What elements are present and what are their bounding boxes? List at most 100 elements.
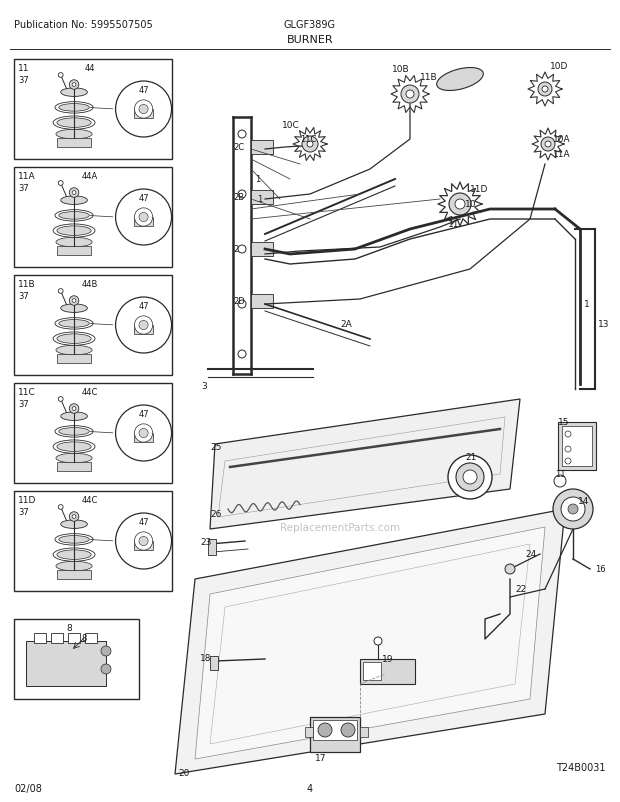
Bar	[57, 139, 91, 148]
Ellipse shape	[59, 213, 89, 220]
Text: 11: 11	[18, 64, 30, 73]
Ellipse shape	[53, 225, 95, 238]
Bar	[210, 656, 218, 670]
Bar	[34, 634, 46, 643]
Circle shape	[135, 533, 153, 550]
Text: 10: 10	[465, 200, 477, 209]
Circle shape	[58, 290, 63, 294]
Bar	[208, 539, 216, 555]
Circle shape	[565, 447, 571, 452]
Circle shape	[139, 537, 148, 546]
Text: 17: 17	[315, 753, 327, 762]
Circle shape	[69, 512, 79, 521]
Text: 37: 37	[18, 76, 29, 85]
Circle shape	[455, 200, 465, 210]
Text: 2A: 2A	[340, 320, 352, 329]
Bar	[310, 717, 360, 752]
Circle shape	[541, 138, 555, 152]
Circle shape	[72, 192, 76, 195]
Ellipse shape	[56, 346, 92, 355]
Bar	[57, 462, 91, 472]
Ellipse shape	[53, 549, 95, 561]
Text: 37: 37	[18, 184, 29, 192]
Text: 02/08: 02/08	[14, 783, 42, 793]
Circle shape	[238, 131, 246, 139]
Text: 11D: 11D	[470, 184, 489, 194]
Circle shape	[553, 489, 593, 529]
Bar	[14, 383, 172, 484]
Ellipse shape	[61, 412, 87, 421]
Polygon shape	[175, 509, 565, 774]
Bar	[313, 720, 357, 740]
Ellipse shape	[59, 536, 89, 544]
Text: 11A: 11A	[18, 172, 35, 180]
Bar	[135, 433, 153, 443]
Text: 37: 37	[18, 292, 29, 301]
Text: 37: 37	[18, 508, 29, 516]
Text: 2C: 2C	[233, 144, 244, 152]
Ellipse shape	[55, 210, 93, 222]
Text: 11: 11	[448, 220, 459, 229]
Circle shape	[406, 91, 414, 99]
Circle shape	[58, 74, 63, 79]
Bar	[14, 168, 172, 268]
Text: 47: 47	[138, 517, 149, 526]
Text: GLGF389G: GLGF389G	[284, 20, 336, 30]
Bar	[57, 246, 91, 256]
Circle shape	[538, 83, 552, 97]
Text: 1: 1	[255, 175, 260, 184]
Text: 47: 47	[138, 86, 149, 95]
Text: 44A: 44A	[82, 172, 98, 180]
Bar	[558, 423, 596, 471]
Bar	[57, 354, 91, 364]
Text: 11C: 11C	[300, 135, 316, 144]
Bar	[135, 326, 153, 334]
Text: 2B: 2B	[233, 193, 244, 202]
Circle shape	[58, 397, 63, 402]
Circle shape	[554, 476, 566, 488]
Circle shape	[58, 505, 63, 510]
Circle shape	[139, 321, 148, 330]
Ellipse shape	[55, 426, 93, 438]
Circle shape	[72, 407, 76, 411]
Ellipse shape	[59, 428, 89, 435]
Circle shape	[72, 299, 76, 303]
Text: T24B0031: T24B0031	[557, 762, 606, 772]
Text: 15: 15	[558, 418, 570, 427]
Text: 10B: 10B	[392, 65, 410, 74]
Text: 10C: 10C	[282, 121, 299, 130]
Text: 11: 11	[555, 469, 565, 479]
Ellipse shape	[55, 103, 93, 114]
Bar	[14, 619, 139, 699]
Ellipse shape	[55, 534, 93, 545]
Circle shape	[463, 471, 477, 484]
Bar	[360, 727, 368, 737]
Ellipse shape	[436, 68, 484, 91]
Circle shape	[135, 424, 153, 443]
Bar	[360, 659, 415, 684]
Bar	[135, 110, 153, 119]
Circle shape	[505, 565, 515, 574]
Text: 37: 37	[18, 399, 29, 408]
Text: 24: 24	[525, 549, 536, 558]
Bar	[14, 276, 172, 375]
Bar	[85, 634, 97, 643]
Ellipse shape	[53, 440, 95, 454]
Circle shape	[238, 191, 246, 199]
Ellipse shape	[56, 130, 92, 140]
Ellipse shape	[57, 119, 91, 128]
Text: 47: 47	[138, 410, 149, 419]
Text: 20: 20	[178, 768, 189, 777]
Text: 23: 23	[200, 537, 211, 546]
Text: 1: 1	[257, 195, 262, 204]
Text: 2D: 2D	[233, 297, 245, 306]
Bar	[68, 634, 80, 643]
Circle shape	[69, 404, 79, 414]
Text: 13: 13	[598, 320, 609, 329]
Circle shape	[139, 429, 148, 438]
Ellipse shape	[57, 550, 91, 560]
Bar	[251, 243, 273, 257]
Ellipse shape	[61, 305, 87, 313]
Text: 44C: 44C	[82, 387, 98, 396]
Polygon shape	[210, 399, 520, 529]
